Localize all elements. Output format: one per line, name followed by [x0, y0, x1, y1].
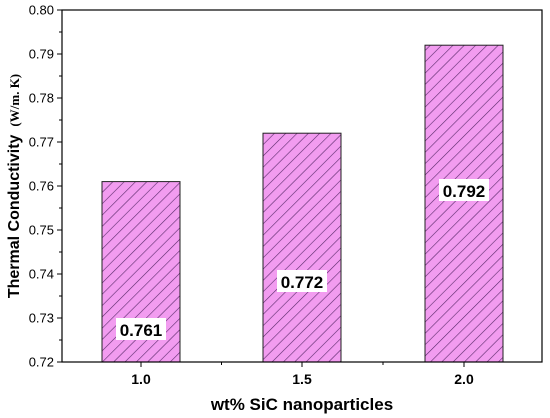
bars-layer	[101, 44, 504, 363]
y-tick-label: 0.77	[29, 135, 54, 150]
x-axis-title: wt% SiC nanoparticles	[210, 395, 393, 414]
y-axis-title-text: Thermal Conductivity	[6, 134, 23, 298]
y-tick-label: 0.72	[29, 355, 54, 370]
x-tick-label: 1.5	[292, 371, 312, 387]
bar-1.5	[262, 132, 342, 363]
x-axis: 1.0 1.5 2.0	[131, 362, 474, 387]
data-labels-layer: 0.761 0.772 0.792	[116, 179, 489, 340]
x-tick-label: 2.0	[454, 371, 474, 387]
data-label: 0.761	[120, 321, 163, 340]
data-label-background	[116, 318, 166, 340]
y-axis: 0.72 0.73 0.74 0.75 0.76 0.77 0.78 0.79 0.80	[29, 3, 62, 370]
data-label: 0.792	[443, 182, 486, 201]
data-label-group: 0.772	[277, 270, 327, 292]
y-axis-title: Thermal Conductivity (W/m. K)	[6, 74, 23, 298]
y-tick-label: 0.80	[29, 3, 54, 18]
y-tick-label: 0.73	[29, 311, 54, 326]
y-tick-label: 0.79	[29, 47, 54, 62]
x-tick-label: 1.0	[131, 371, 151, 387]
bar-2.0	[424, 44, 504, 363]
y-tick-label: 0.75	[29, 223, 54, 238]
y-axis-title-unit: (W/m. K)	[7, 74, 22, 127]
data-label-group: 0.792	[439, 179, 489, 201]
y-tick-label: 0.74	[29, 267, 54, 282]
y-tick-label: 0.76	[29, 179, 54, 194]
data-label: 0.772	[281, 273, 324, 292]
data-label-background	[277, 270, 327, 292]
data-label-background	[439, 179, 489, 201]
y-tick-label: 0.78	[29, 91, 54, 106]
data-label-group: 0.761	[116, 318, 166, 340]
